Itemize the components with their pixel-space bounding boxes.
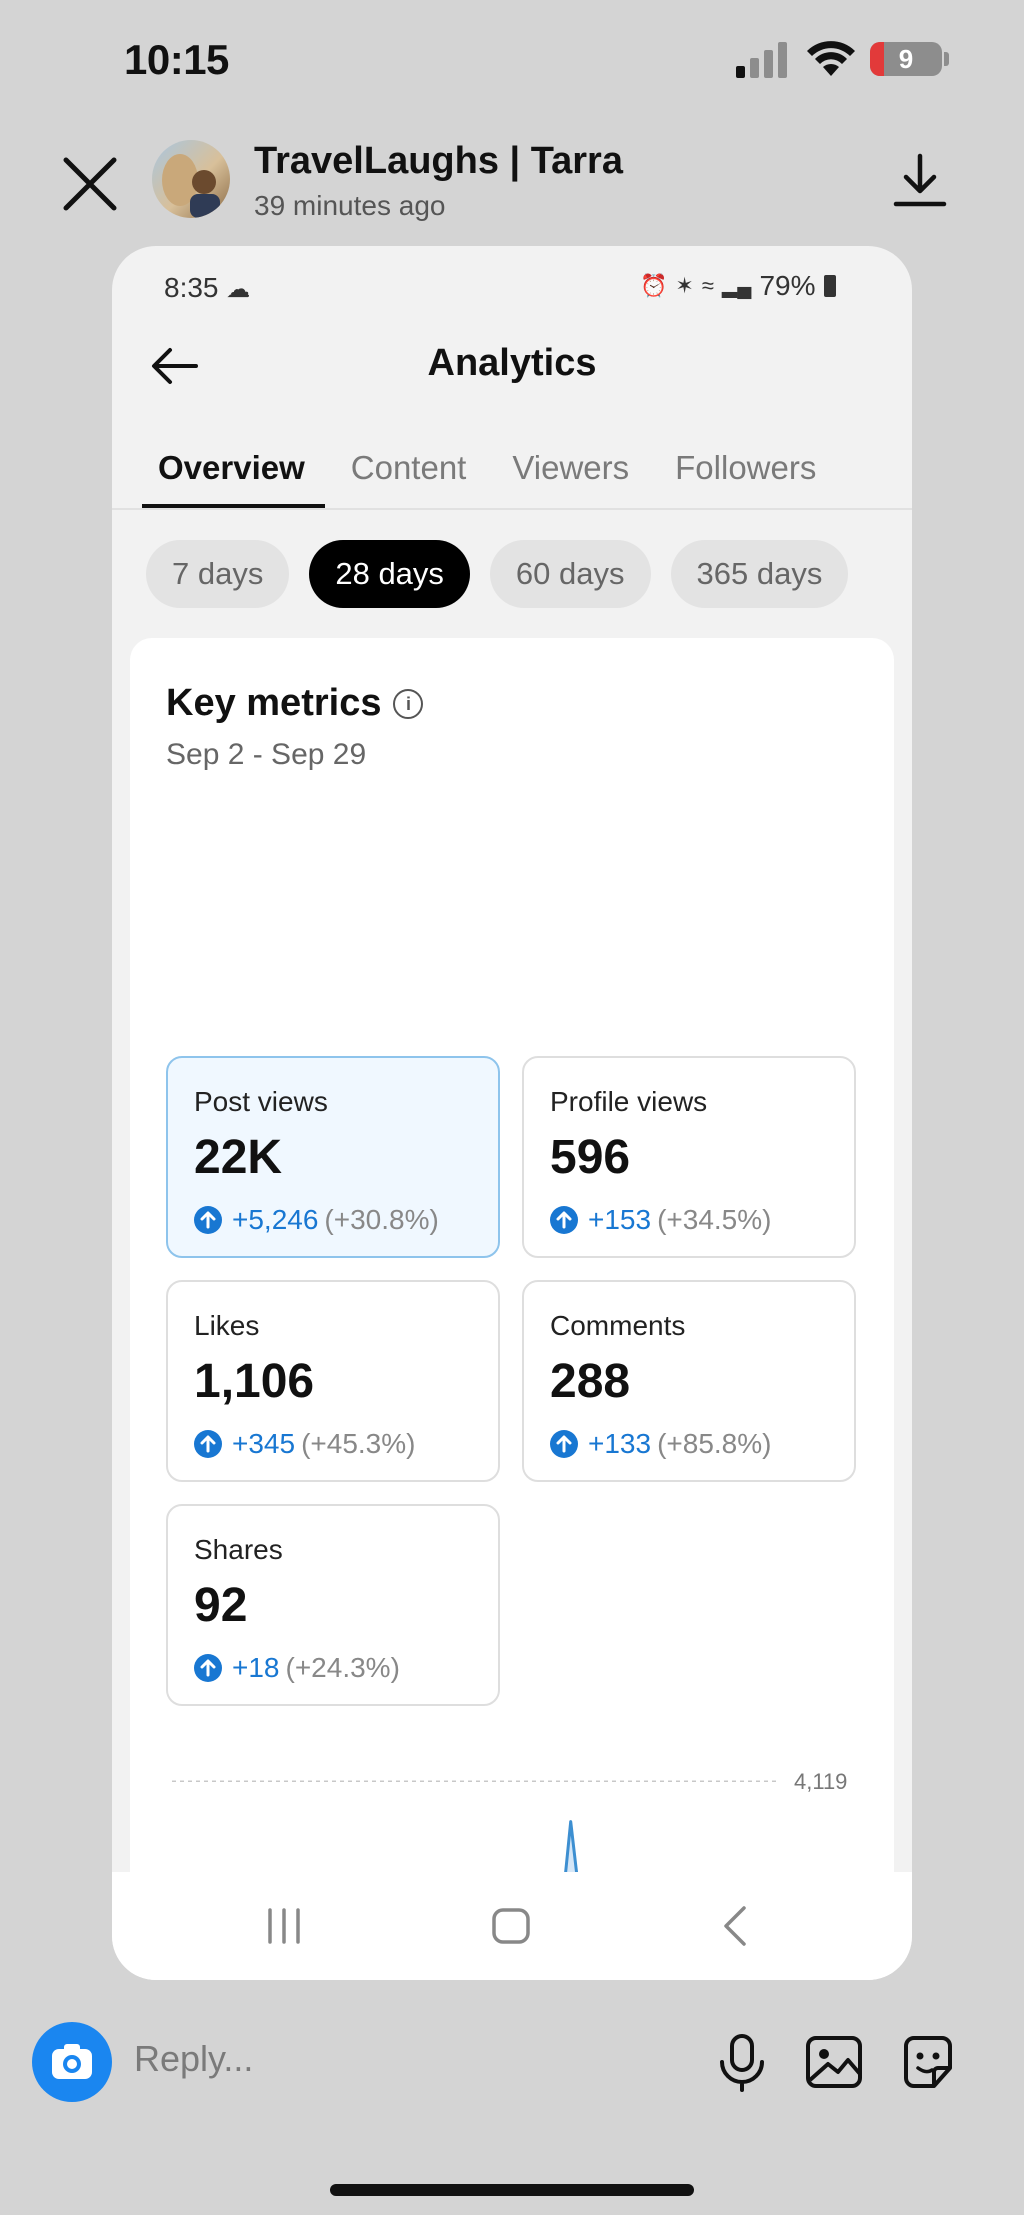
metric-delta: +153 <box>588 1204 652 1235</box>
metric-delta: +345 <box>232 1428 296 1459</box>
camera-icon <box>52 2044 92 2079</box>
metric-change: +5,246 (+30.8%) <box>194 1204 439 1236</box>
home-icon[interactable] <box>490 1904 534 1948</box>
metric-change: +133 (+85.8%) <box>550 1428 771 1460</box>
metric-card[interactable]: Likes 1,106 +345 (+45.3%) <box>166 1280 500 1482</box>
analytics-tabs: Overview Content Viewers Followers <box>142 446 912 508</box>
metric-card[interactable]: Shares 92 +18 (+24.3%) <box>166 1504 500 1706</box>
date-range-selector: 7 days 28 days 60 days 365 days <box>146 540 849 608</box>
key-metrics-card: Key metrics i Sep 2 - Sep 29 Post views 2… <box>130 638 894 1980</box>
sticker-icon[interactable] <box>896 2030 960 2094</box>
tab-content[interactable]: Content <box>350 449 467 486</box>
arrow-up-circle-icon <box>194 1654 222 1682</box>
download-icon[interactable] <box>888 150 952 214</box>
tabs-divider <box>112 508 912 510</box>
metric-percent: (+34.5%) <box>657 1204 772 1235</box>
recent-apps-icon[interactable] <box>264 1906 304 1946</box>
home-indicator <box>330 2184 694 2196</box>
metric-label: Post views <box>194 1086 328 1117</box>
cell-signal-icon <box>736 42 787 78</box>
metric-value: 596 <box>550 1131 631 1184</box>
page-title: Analytics <box>427 342 597 384</box>
back-chevron-icon[interactable] <box>716 1904 756 1948</box>
y-tick-label: 4,119 <box>794 1769 847 1794</box>
key-metrics-title: Key metrics i <box>166 682 424 725</box>
battery-level: 9 <box>898 44 914 74</box>
arrow-up-circle-icon <box>550 1206 578 1234</box>
close-icon[interactable] <box>58 152 122 216</box>
metric-card[interactable]: Profile views 596 +153 (+34.5%) <box>522 1056 856 1258</box>
metric-percent: (+45.3%) <box>301 1428 416 1459</box>
tab-overview[interactable]: Overview <box>142 446 325 508</box>
metric-percent: (+24.3%) <box>285 1652 400 1683</box>
tab-viewers[interactable]: Viewers <box>512 449 630 486</box>
inner-battery-icon <box>823 275 836 297</box>
battery-icon: 9 <box>870 42 942 76</box>
metric-card[interactable]: Comments 288 +133 (+85.8%) <box>522 1280 856 1482</box>
inner-status-time: 8:35 ☁ <box>164 272 251 303</box>
bluetooth-icon: ✶ <box>675 273 694 298</box>
metric-value: 92 <box>194 1579 248 1632</box>
metric-value: 288 <box>550 1355 631 1408</box>
key-metrics-date-range: Sep 2 - Sep 29 <box>166 738 367 771</box>
reply-input[interactable]: Reply... <box>134 2038 254 2079</box>
metric-delta: +5,246 <box>232 1204 319 1235</box>
metric-value: 1,106 <box>194 1355 315 1408</box>
cloud-icon: ☁ <box>226 276 251 303</box>
story-screenshot: 8:35 ☁ ⏰ ✶ ≈ ▂▄ 79% Analytics Overview C… <box>112 246 912 1980</box>
metric-label: Likes <box>194 1310 260 1341</box>
metric-percent: (+85.8%) <box>657 1428 772 1459</box>
metric-delta: +18 <box>232 1652 280 1683</box>
metric-card[interactable]: Post views 22K +5,246 (+30.8%) <box>166 1056 500 1258</box>
range-60-days[interactable]: 60 days <box>489 540 651 608</box>
wifi-small-icon: ≈ <box>701 273 714 298</box>
signal-small-icon: ▂▄ <box>721 275 752 298</box>
os-time: 10:15 <box>124 36 229 83</box>
metric-change: +345 (+45.3%) <box>194 1428 415 1460</box>
inner-battery-level: 79% <box>759 270 816 301</box>
wifi-icon <box>807 41 855 76</box>
avatar[interactable] <box>152 140 230 218</box>
range-365-days[interactable]: 365 days <box>670 540 849 608</box>
metric-change: +153 (+34.5%) <box>550 1204 771 1236</box>
metric-percent: (+30.8%) <box>324 1204 439 1235</box>
metric-change: +18 (+24.3%) <box>194 1652 400 1684</box>
range-7-days[interactable]: 7 days <box>146 540 290 608</box>
metric-label: Profile views <box>550 1086 708 1117</box>
inner-status-icons: ⏰ ✶ ≈ ▂▄ 79% <box>640 270 836 302</box>
battery-cap <box>944 52 949 66</box>
camera-button[interactable] <box>32 2022 112 2102</box>
info-icon[interactable]: i <box>393 688 424 719</box>
gallery-icon[interactable] <box>802 2030 866 2094</box>
metric-delta: +133 <box>588 1428 652 1459</box>
metric-value: 22K <box>194 1131 283 1184</box>
avatar-photo-icon <box>162 154 220 218</box>
alarm-icon: ⏰ <box>640 273 668 298</box>
arrow-up-circle-icon <box>550 1430 578 1458</box>
story-time-ago: 39 minutes ago <box>254 190 446 221</box>
metric-label: Shares <box>194 1534 283 1565</box>
tab-followers[interactable]: Followers <box>675 449 817 486</box>
range-28-days[interactable]: 28 days <box>309 540 470 608</box>
tabs-overflow-fade <box>838 442 912 506</box>
arrow-up-circle-icon <box>194 1430 222 1458</box>
story-username[interactable]: TravelLaughs | Tarra <box>254 140 623 182</box>
back-arrow-icon[interactable] <box>148 338 204 394</box>
metric-label: Comments <box>550 1310 686 1341</box>
microphone-icon[interactable] <box>710 2030 774 2094</box>
android-nav-bar <box>112 1872 912 1980</box>
arrow-up-circle-icon <box>194 1206 222 1234</box>
